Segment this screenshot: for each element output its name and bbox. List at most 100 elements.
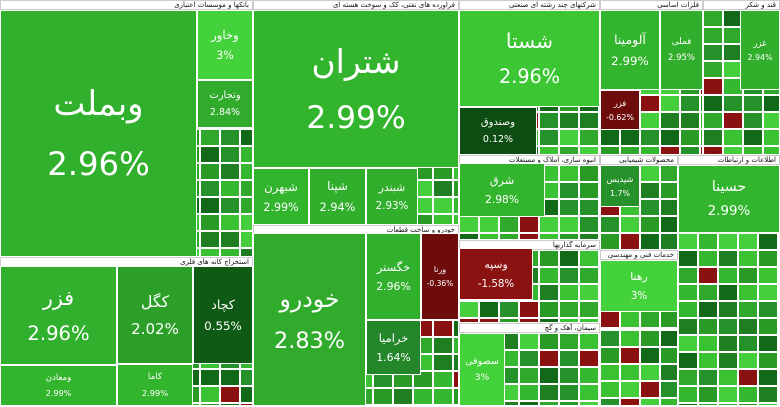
stock-tile: خرامیا 1.64% bbox=[366, 320, 421, 375]
stock-tile bbox=[220, 163, 240, 180]
change-percent: 0.55% bbox=[204, 319, 242, 334]
stock-tile bbox=[499, 318, 519, 323]
stock-tile: وتجارت 2.84% bbox=[197, 80, 253, 128]
stock-tile bbox=[600, 129, 620, 146]
change-percent: 2.99% bbox=[263, 200, 299, 214]
stock-tile bbox=[620, 381, 640, 398]
stock-tile bbox=[640, 95, 660, 112]
stock-tile bbox=[433, 214, 453, 225]
stock-symbol: فملی bbox=[671, 37, 692, 48]
stock-tile bbox=[220, 214, 240, 231]
stock-tile bbox=[660, 233, 678, 250]
stock-tile bbox=[698, 318, 718, 335]
stock-tile bbox=[640, 381, 660, 398]
sector-title: محصولات شیمیایی bbox=[600, 155, 678, 165]
stock-symbol: سصوفی bbox=[465, 356, 499, 368]
stock-tile bbox=[620, 233, 640, 250]
stock-tile bbox=[678, 335, 698, 352]
stock-tile bbox=[453, 354, 459, 371]
stock-tile bbox=[640, 216, 660, 233]
stock-tile bbox=[698, 233, 718, 250]
stock-tile bbox=[559, 350, 579, 367]
stock-tile bbox=[453, 371, 459, 388]
stock-tile bbox=[200, 369, 220, 386]
stock-tile bbox=[393, 388, 413, 405]
stock-tile bbox=[499, 216, 519, 233]
stock-tile bbox=[479, 233, 499, 240]
change-percent: 2.96% bbox=[27, 322, 90, 346]
stock-tile: سصوفی 3% bbox=[459, 333, 505, 406]
stock-tile bbox=[640, 311, 660, 328]
stock-tile bbox=[703, 44, 723, 61]
stock-tile bbox=[640, 364, 660, 381]
stock-tile bbox=[700, 112, 703, 129]
stock-tile bbox=[718, 352, 738, 369]
stock-symbol: وصندوق bbox=[480, 117, 516, 128]
stock-tile bbox=[703, 146, 723, 155]
stock-tile bbox=[620, 216, 640, 233]
stock-tile bbox=[539, 333, 559, 350]
stock-tile bbox=[413, 371, 433, 388]
stock-symbol: خگستر bbox=[376, 259, 411, 274]
change-percent: 2.94% bbox=[319, 200, 356, 214]
stock-tile bbox=[758, 267, 778, 284]
stock-symbol: حسینا bbox=[711, 179, 747, 196]
stock-tile bbox=[433, 354, 453, 371]
stock-tile bbox=[220, 386, 240, 403]
stock-tile bbox=[559, 216, 579, 233]
stock-tile bbox=[559, 384, 579, 401]
stock-tile bbox=[698, 250, 718, 267]
stock-tile bbox=[600, 146, 620, 155]
stock-tile bbox=[758, 352, 778, 369]
change-percent: 2.99% bbox=[45, 388, 72, 399]
stock-tile bbox=[743, 112, 763, 129]
stock-tile bbox=[200, 248, 220, 257]
stock-tile bbox=[718, 267, 738, 284]
stock-tile bbox=[539, 350, 559, 367]
stock-tile bbox=[599, 350, 601, 367]
stock-tile bbox=[200, 180, 220, 197]
stock-tile bbox=[220, 248, 240, 257]
stock-tile bbox=[519, 216, 539, 233]
stock-tile bbox=[660, 364, 678, 381]
stock-tile bbox=[678, 267, 698, 284]
stock-tile bbox=[559, 333, 579, 350]
change-percent: 2.96% bbox=[376, 280, 411, 294]
stock-tile bbox=[703, 61, 723, 78]
stock-tile bbox=[758, 386, 778, 403]
stock-tile bbox=[519, 318, 539, 323]
stock-tile bbox=[559, 182, 579, 199]
stock-tile bbox=[579, 129, 599, 146]
stock-tile bbox=[600, 364, 620, 381]
stock-tile bbox=[738, 369, 758, 386]
stock-tile bbox=[599, 401, 601, 406]
stock-tile bbox=[539, 384, 559, 401]
sector-title: فراورده های نفتی، کک و سوخت هسته ای bbox=[253, 0, 459, 10]
stock-tile bbox=[579, 199, 599, 216]
stock-tile bbox=[240, 163, 253, 180]
stock-tile: رهنا 3% bbox=[600, 260, 678, 312]
stock-tile bbox=[703, 112, 723, 129]
stock-tile bbox=[600, 216, 620, 233]
change-percent: 1.64% bbox=[376, 351, 411, 365]
stock-tile bbox=[698, 335, 718, 352]
stock-tile bbox=[640, 330, 660, 347]
stock-tile bbox=[763, 112, 780, 129]
stock-tile bbox=[453, 320, 459, 337]
stock-tile bbox=[680, 146, 700, 155]
stock-tile bbox=[539, 129, 559, 146]
stock-tile bbox=[240, 129, 253, 146]
stock-tile bbox=[539, 284, 559, 301]
stock-tile: خودرو 2.83% bbox=[253, 233, 366, 406]
stock-tile bbox=[579, 384, 599, 401]
stock-tile bbox=[519, 401, 539, 406]
stock-tile bbox=[738, 250, 758, 267]
stock-tile: کگل 2.02% bbox=[117, 266, 193, 364]
stock-tile bbox=[758, 284, 778, 301]
stock-tile bbox=[758, 233, 778, 250]
stock-tile bbox=[539, 267, 559, 284]
stock-tile bbox=[600, 398, 620, 406]
change-percent: -1.58% bbox=[477, 277, 515, 290]
stock-tile bbox=[200, 163, 220, 180]
stock-symbol: ومعادن bbox=[45, 372, 72, 383]
